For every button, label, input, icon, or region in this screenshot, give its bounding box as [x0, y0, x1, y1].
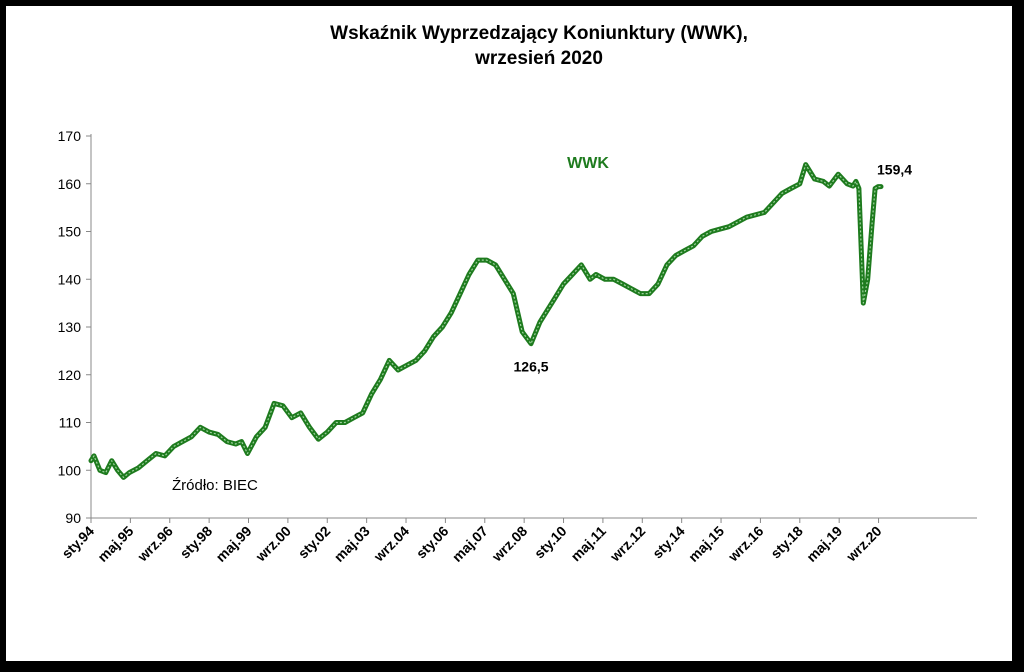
x-tick-label: maj.15 — [685, 523, 727, 565]
axes: 90100110120130140150160170sty.94maj.95wr… — [58, 128, 977, 565]
x-tick-label: sty.06 — [413, 523, 452, 562]
x-tick-label: sty.14 — [649, 523, 688, 562]
x-tick-label: wrz.04 — [370, 523, 412, 565]
series-group — [88, 162, 884, 480]
series-line-outer — [88, 162, 884, 480]
x-tick-label: maj.19 — [803, 523, 845, 565]
y-tick-label: 130 — [58, 319, 82, 335]
x-tick-label: maj.99 — [212, 523, 254, 565]
x-tick-label: wrz.08 — [488, 523, 530, 565]
x-tick-label: wrz.20 — [842, 523, 884, 565]
series-line-inner — [90, 164, 881, 478]
x-tick-label: wrz.96 — [134, 523, 176, 565]
y-tick-label: 150 — [58, 224, 82, 240]
wwk-line-chart: Wskaźnik Wyprzedzający Koniunktury (WWK)… — [58, 23, 977, 565]
x-tick-label: wrz.12 — [606, 523, 648, 565]
chart-title-line-2: wrzesień 2020 — [474, 48, 603, 69]
y-tick-label: 120 — [58, 367, 82, 383]
y-tick-label: 90 — [65, 510, 81, 526]
chart-frame: Wskaźnik Wyprzedzający Koniunktury (WWK)… — [6, 6, 1012, 661]
x-tick-label: sty.10 — [531, 523, 570, 562]
y-tick-label: 110 — [59, 415, 82, 431]
x-tick-label: maj.95 — [94, 523, 136, 565]
data-label: 126,5 — [514, 359, 549, 375]
x-tick-label: maj.11 — [567, 523, 609, 565]
x-tick-label: sty.94 — [58, 523, 97, 562]
x-tick-label: wrz.16 — [724, 523, 766, 565]
x-tick-label: wrz.00 — [252, 523, 294, 565]
y-tick-label: 140 — [58, 271, 82, 287]
annotations: 126,5 159,4 — [514, 162, 913, 375]
x-tick-label: sty.18 — [767, 523, 806, 562]
y-tick-label: 170 — [58, 128, 82, 144]
series-label: WWK — [567, 155, 609, 172]
y-tick-label: 160 — [58, 176, 82, 192]
data-label: 159,4 — [877, 162, 912, 178]
x-tick-label: maj.03 — [331, 523, 373, 565]
x-tick-label: sty.98 — [177, 523, 216, 562]
x-tick-label: maj.07 — [449, 523, 491, 565]
chart-title-line-1: Wskaźnik Wyprzedzający Koniunktury (WWK)… — [330, 23, 748, 44]
source-note: Źródło: BIEC — [172, 477, 258, 494]
y-tick-label: 100 — [58, 462, 82, 478]
x-tick-label: sty.02 — [295, 523, 334, 562]
